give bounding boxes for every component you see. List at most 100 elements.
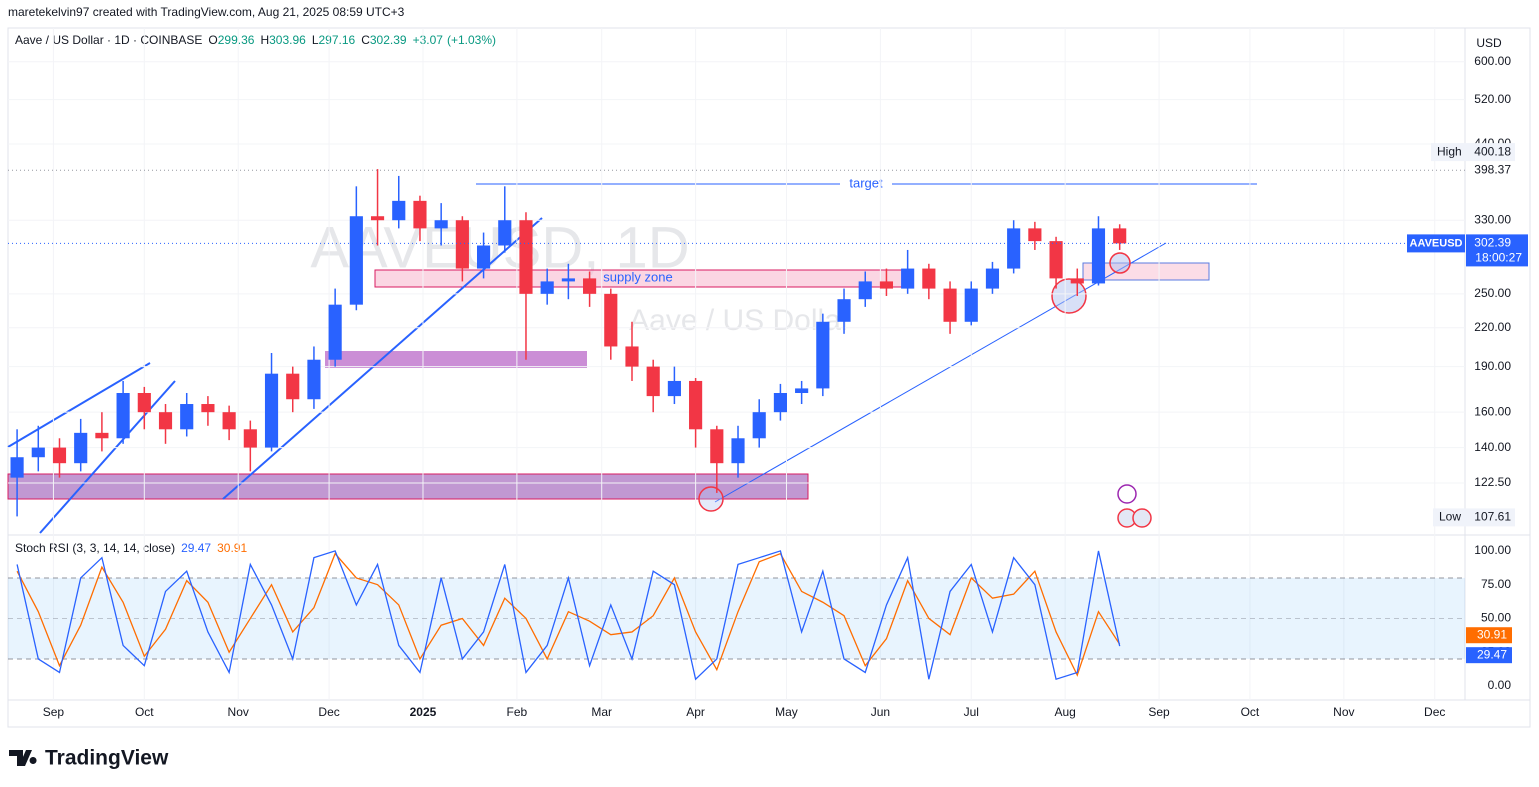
candle-body <box>604 293 618 347</box>
highlight <box>1051 278 1087 314</box>
candle-body <box>349 216 363 305</box>
highlight <box>1109 252 1131 274</box>
value-label: 29.47 <box>1477 647 1507 661</box>
candle-body <box>243 429 257 448</box>
y-tick-label: 190.00 <box>1474 359 1511 373</box>
y-tick-label: 100.00 <box>1474 543 1511 557</box>
candle-body <box>10 457 24 478</box>
candle-body <box>286 373 300 400</box>
y-tick-label: 75.00 <box>1481 577 1511 591</box>
x-tick-label: Nov <box>1333 705 1354 719</box>
candle-body <box>519 220 533 294</box>
candle-body <box>837 299 851 322</box>
x-tick-label: Dec <box>318 705 339 719</box>
trend-line <box>7 362 151 448</box>
ohlc-value: 297.16 <box>319 33 356 47</box>
symbol-title: Aave / US Dollar · 1D · COINBASE <box>15 33 202 47</box>
change: +3.07 <box>413 33 444 47</box>
candle-body <box>392 200 406 221</box>
drawings: target supply zone <box>7 175 1257 534</box>
demand-zone <box>7 473 809 500</box>
symbol-label: AAVEUSD <box>1410 237 1463 249</box>
candle-body <box>328 304 342 360</box>
candle-body <box>1113 228 1127 244</box>
ohlc-label: L <box>312 33 319 47</box>
candle-body <box>476 245 491 269</box>
candle-body <box>773 393 787 413</box>
candle-body <box>731 438 745 464</box>
frame <box>7 27 1531 728</box>
candle-body <box>752 412 766 439</box>
trend-line <box>714 242 1167 503</box>
y-tick-label: 330.00 <box>1474 212 1511 226</box>
level-label: 398.37 <box>1474 162 1511 176</box>
credit: maretekelvin97 created with TradingView.… <box>8 5 405 19</box>
low-value: 107.61 <box>1474 510 1511 524</box>
plot <box>8 28 1465 700</box>
candle-body <box>1091 228 1106 284</box>
candle-body <box>561 278 575 282</box>
ohlc-label: H <box>260 33 269 47</box>
candle-body <box>583 278 597 294</box>
candle-body <box>413 200 427 229</box>
candle-body <box>689 380 703 430</box>
x-tick-label: Oct <box>135 705 154 719</box>
brand-name: TradingView <box>45 747 169 770</box>
y-tick-label: 50.00 <box>1481 611 1511 625</box>
candle-body <box>201 404 215 413</box>
candle-body <box>858 281 872 300</box>
candle-body <box>370 216 385 221</box>
high-box <box>1431 143 1515 162</box>
candle-body <box>264 373 279 448</box>
y-tick-label: 520.00 <box>1474 92 1511 106</box>
candle-body <box>901 268 915 289</box>
symbol-box <box>1407 234 1465 253</box>
change-pct: (+1.03%) <box>447 33 496 47</box>
last-price: 302.39 <box>1474 236 1511 250</box>
candle-body <box>816 321 830 389</box>
label-bg <box>840 176 892 192</box>
ohlc-label: O <box>208 33 217 47</box>
value-label: 30.91 <box>1477 627 1507 641</box>
x-tick-label: Jul <box>964 705 979 719</box>
low-box <box>1433 508 1515 527</box>
zone <box>325 351 587 368</box>
x-tick-label: Sep <box>1148 705 1170 719</box>
y-tick-label: 220.00 <box>1474 320 1511 334</box>
high-label: High <box>1437 144 1462 158</box>
value-box <box>1466 647 1512 664</box>
candle-body <box>95 432 109 439</box>
brand: TradingView <box>9 747 169 770</box>
candle-body <box>434 220 448 229</box>
candle-body <box>540 281 554 294</box>
x-tick-label: Sep <box>43 705 65 719</box>
y-tick-label: 122.50 <box>1474 475 1511 489</box>
x-tick-label: Nov <box>228 705 249 719</box>
k-value: 29.47 <box>181 541 211 555</box>
symbol-legend: Aave / US Dollar · 1D · COINBASE O299.36 H… <box>15 33 496 47</box>
y-tick-label: 140.00 <box>1474 440 1511 454</box>
candle-body <box>646 366 660 397</box>
ohlc-label: C <box>361 33 370 47</box>
target-label: target <box>849 175 883 190</box>
stoch-title: Stoch RSI (3, 3, 14, 14, close) <box>15 541 175 555</box>
y-tick-label: 250.00 <box>1474 286 1511 300</box>
x-tick-label: Oct <box>1241 705 1260 719</box>
candle-body <box>158 412 173 430</box>
stoch-line <box>16 550 1121 681</box>
x-tick-label: Apr <box>686 705 705 719</box>
x-tick-label: Feb <box>507 705 528 719</box>
currency: USD <box>1476 36 1502 50</box>
d-value: 30.91 <box>217 541 247 555</box>
candle-body <box>52 447 67 464</box>
candle-body <box>795 388 809 394</box>
y-tick-label: 160.00 <box>1474 404 1511 418</box>
countdown: 18:00:27 <box>1475 251 1522 265</box>
currency-box <box>1470 32 1526 54</box>
high-value: 400.18 <box>1474 144 1511 158</box>
supply-label: supply zone <box>603 269 672 284</box>
x-tick-label: Mar <box>591 705 612 719</box>
candle-body <box>498 220 512 246</box>
